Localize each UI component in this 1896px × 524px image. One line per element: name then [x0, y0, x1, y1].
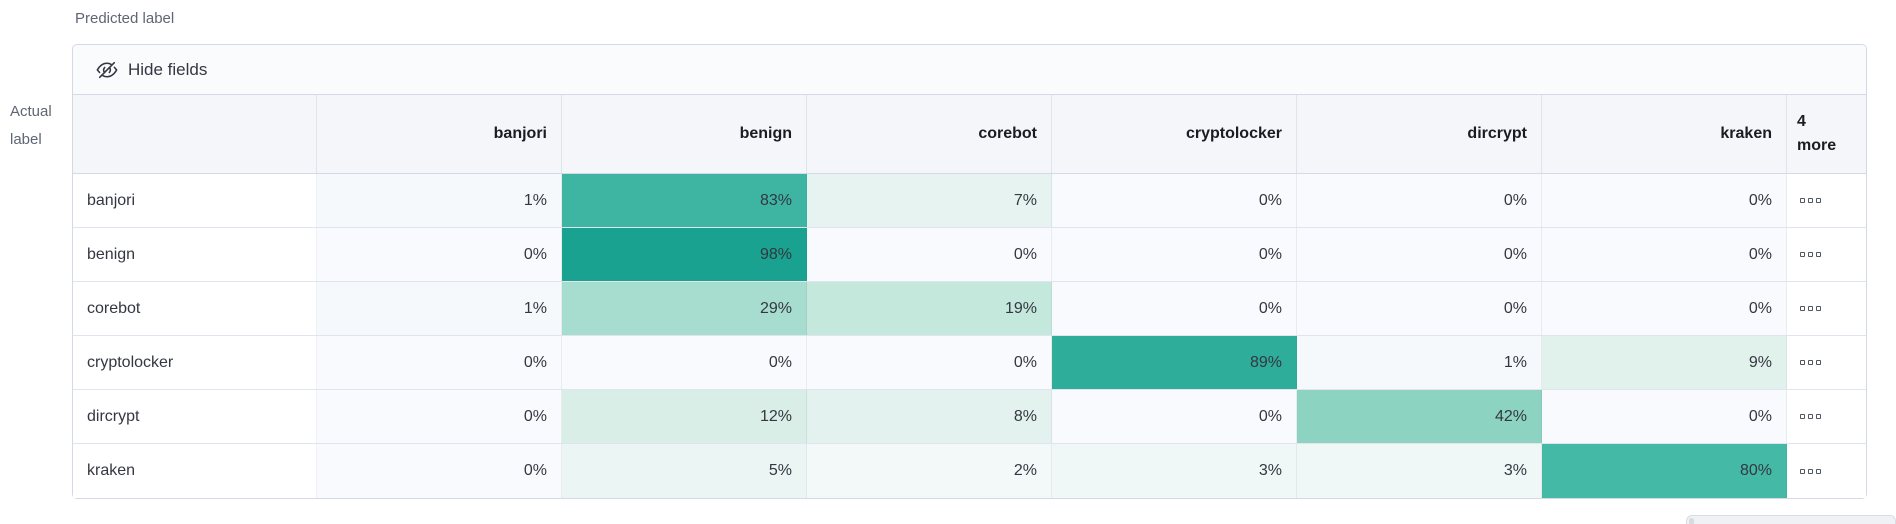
matrix-cell-benign-corebot[interactable]: 0% [807, 228, 1052, 281]
matrix-cell-corebot-dircrypt[interactable]: 0% [1297, 282, 1542, 335]
matrix-cell-corebot-banjori[interactable]: 1% [317, 282, 562, 335]
matrix-cell-cryptolocker-banjori[interactable]: 0% [317, 336, 562, 389]
grid-header-row: banjori benign corebot cryptolocker dircrypt… [73, 95, 1866, 174]
matrix-cell-dircrypt-corebot[interactable]: 8% [807, 390, 1052, 443]
matrix-cell-corebot-corebot[interactable]: 19% [807, 282, 1052, 335]
matrix-cell-cryptolocker-kraken[interactable]: 9% [1542, 336, 1787, 389]
more-values-cell[interactable] [1787, 390, 1866, 443]
column-header-dircrypt[interactable]: dircrypt [1297, 95, 1542, 173]
matrix-cell-corebot-cryptolocker[interactable]: 0% [1052, 282, 1297, 335]
hide-fields-label: Hide fields [128, 59, 208, 79]
actual-axis-label-line1: Actual [10, 103, 52, 120]
column-header-benign[interactable]: benign [562, 95, 807, 173]
matrix-cell-benign-banjori[interactable]: 0% [317, 228, 562, 281]
matrix-cell-banjori-corebot[interactable]: 7% [807, 174, 1052, 227]
more-values-cell[interactable] [1787, 444, 1866, 498]
matrix-cell-kraken-corebot[interactable]: 2% [807, 444, 1052, 498]
matrix-cell-kraken-kraken[interactable]: 80% [1542, 444, 1787, 498]
more-values-cell[interactable] [1787, 282, 1866, 335]
column-header-cryptolocker[interactable]: cryptolocker [1052, 95, 1297, 173]
actual-axis-label-line2: label [10, 131, 42, 148]
horizontal-scrollbar-thumb[interactable] [1686, 515, 1896, 524]
confusion-matrix-panel: Hide fields banjori benign corebot cryptolo… [72, 44, 1867, 499]
matrix-cell-dircrypt-banjori[interactable]: 0% [317, 390, 562, 443]
matrix-cell-benign-benign[interactable]: 98% [562, 228, 807, 281]
matrix-cell-corebot-benign[interactable]: 29% [562, 282, 807, 335]
matrix-cell-cryptolocker-cryptolocker[interactable]: 89% [1052, 336, 1297, 389]
column-header-corebot[interactable]: corebot [807, 95, 1052, 173]
matrix-cell-cryptolocker-benign[interactable]: 0% [562, 336, 807, 389]
hide-fields-button[interactable]: Hide fields [73, 45, 1866, 95]
grid-body: banjori 1% 83% 7% 0% 0% 0% benign 0% 98% 0% 0% 0%… [73, 174, 1866, 498]
matrix-row-kraken: kraken 0% 5% 2% 3% 3% 80% [73, 444, 1866, 498]
boxes-icon [1800, 468, 1821, 474]
matrix-cell-dircrypt-cryptolocker[interactable]: 0% [1052, 390, 1297, 443]
matrix-cell-banjori-benign[interactable]: 83% [562, 174, 807, 227]
boxes-icon [1800, 306, 1821, 311]
boxes-icon [1800, 252, 1821, 257]
matrix-cell-benign-cryptolocker[interactable]: 0% [1052, 228, 1297, 281]
more-values-cell[interactable] [1787, 228, 1866, 281]
matrix-row-dircrypt: dircrypt 0% 12% 8% 0% 42% 0% [73, 390, 1866, 444]
more-columns-header[interactable]: 4 more [1787, 95, 1866, 173]
row-label-dircrypt[interactable]: dircrypt [73, 390, 317, 443]
matrix-cell-benign-kraken[interactable]: 0% [1542, 228, 1787, 281]
matrix-cell-kraken-banjori[interactable]: 0% [317, 444, 562, 498]
matrix-cell-banjori-kraken[interactable]: 0% [1542, 174, 1787, 227]
row-label-benign[interactable]: benign [73, 228, 317, 281]
row-label-kraken[interactable]: kraken [73, 444, 317, 498]
matrix-cell-corebot-kraken[interactable]: 0% [1542, 282, 1787, 335]
matrix-cell-banjori-banjori[interactable]: 1% [317, 174, 562, 227]
more-columns-word: more [1797, 137, 1837, 154]
more-values-cell[interactable] [1787, 174, 1866, 227]
eye-slash-icon [96, 61, 118, 78]
row-label-corebot[interactable]: corebot [73, 282, 317, 335]
matrix-row-banjori: banjori 1% 83% 7% 0% 0% 0% [73, 174, 1866, 228]
matrix-cell-kraken-dircrypt[interactable]: 3% [1297, 444, 1542, 498]
boxes-icon [1800, 414, 1821, 419]
row-label-banjori[interactable]: banjori [73, 174, 317, 227]
corner-header-cell [73, 95, 317, 173]
matrix-cell-banjori-dircrypt[interactable]: 0% [1297, 174, 1542, 227]
boxes-icon [1800, 198, 1821, 203]
scrollbar-cap [1689, 518, 1694, 524]
matrix-cell-cryptolocker-dircrypt[interactable]: 1% [1297, 336, 1542, 389]
actual-axis-label: Actual label [10, 98, 66, 154]
boxes-icon [1800, 360, 1821, 365]
matrix-cell-dircrypt-dircrypt[interactable]: 42% [1297, 390, 1542, 443]
more-values-cell[interactable] [1787, 336, 1866, 389]
matrix-row-benign: benign 0% 98% 0% 0% 0% 0% [73, 228, 1866, 282]
matrix-cell-kraken-benign[interactable]: 5% [562, 444, 807, 498]
row-label-cryptolocker[interactable]: cryptolocker [73, 336, 317, 389]
matrix-row-corebot: corebot 1% 29% 19% 0% 0% 0% [73, 282, 1866, 336]
matrix-cell-dircrypt-kraken[interactable]: 0% [1542, 390, 1787, 443]
matrix-cell-kraken-cryptolocker[interactable]: 3% [1052, 444, 1297, 498]
more-columns-count: 4 [1797, 113, 1806, 130]
matrix-cell-benign-dircrypt[interactable]: 0% [1297, 228, 1542, 281]
column-header-kraken[interactable]: kraken [1542, 95, 1787, 173]
predicted-axis-label: Predicted label [75, 10, 175, 27]
matrix-row-cryptolocker: cryptolocker 0% 0% 0% 89% 1% 9% [73, 336, 1866, 390]
column-header-banjori[interactable]: banjori [317, 95, 562, 173]
matrix-cell-dircrypt-benign[interactable]: 12% [562, 390, 807, 443]
matrix-cell-cryptolocker-corebot[interactable]: 0% [807, 336, 1052, 389]
matrix-cell-banjori-cryptolocker[interactable]: 0% [1052, 174, 1297, 227]
